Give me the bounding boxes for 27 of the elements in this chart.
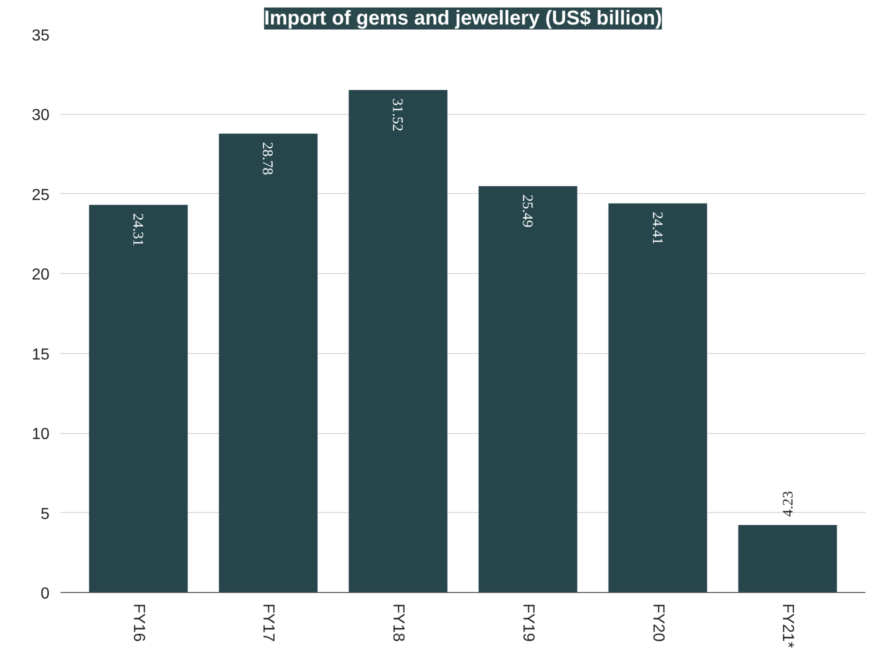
y-tick-label: 35 bbox=[32, 28, 50, 44]
data-label: 28.78 bbox=[259, 142, 276, 176]
data-label: 25.49 bbox=[518, 194, 535, 228]
chart-title: Import of gems and jewellery (US$ billion) bbox=[264, 8, 662, 30]
x-tick-label: FY18 bbox=[390, 604, 407, 642]
y-tick-label: 10 bbox=[32, 426, 50, 444]
y-tick-label: 30 bbox=[32, 107, 50, 124]
data-label: 4.23 bbox=[780, 491, 797, 517]
data-label: 31.52 bbox=[389, 98, 406, 132]
y-tick-label: 25 bbox=[32, 186, 50, 204]
bar bbox=[738, 525, 837, 592]
y-tick-label: 15 bbox=[32, 346, 50, 364]
bar bbox=[608, 203, 708, 592]
bar bbox=[478, 186, 578, 592]
y-tick-label: 0 bbox=[40, 586, 50, 602]
y-tick-label: 20 bbox=[32, 266, 50, 284]
x-tick-label: FY17 bbox=[260, 604, 277, 642]
bar bbox=[218, 134, 318, 592]
x-tick-label: FY16 bbox=[130, 604, 147, 642]
bar bbox=[348, 90, 448, 592]
bar bbox=[89, 204, 188, 592]
data-label: 24.41 bbox=[648, 212, 665, 245]
x-tick-label: FY21* bbox=[779, 604, 796, 648]
x-tick-label: FY19 bbox=[519, 604, 536, 642]
x-tick-label: FY20 bbox=[649, 604, 666, 642]
data-label: 24.31 bbox=[129, 213, 146, 246]
y-tick-label: 5 bbox=[40, 506, 50, 523]
